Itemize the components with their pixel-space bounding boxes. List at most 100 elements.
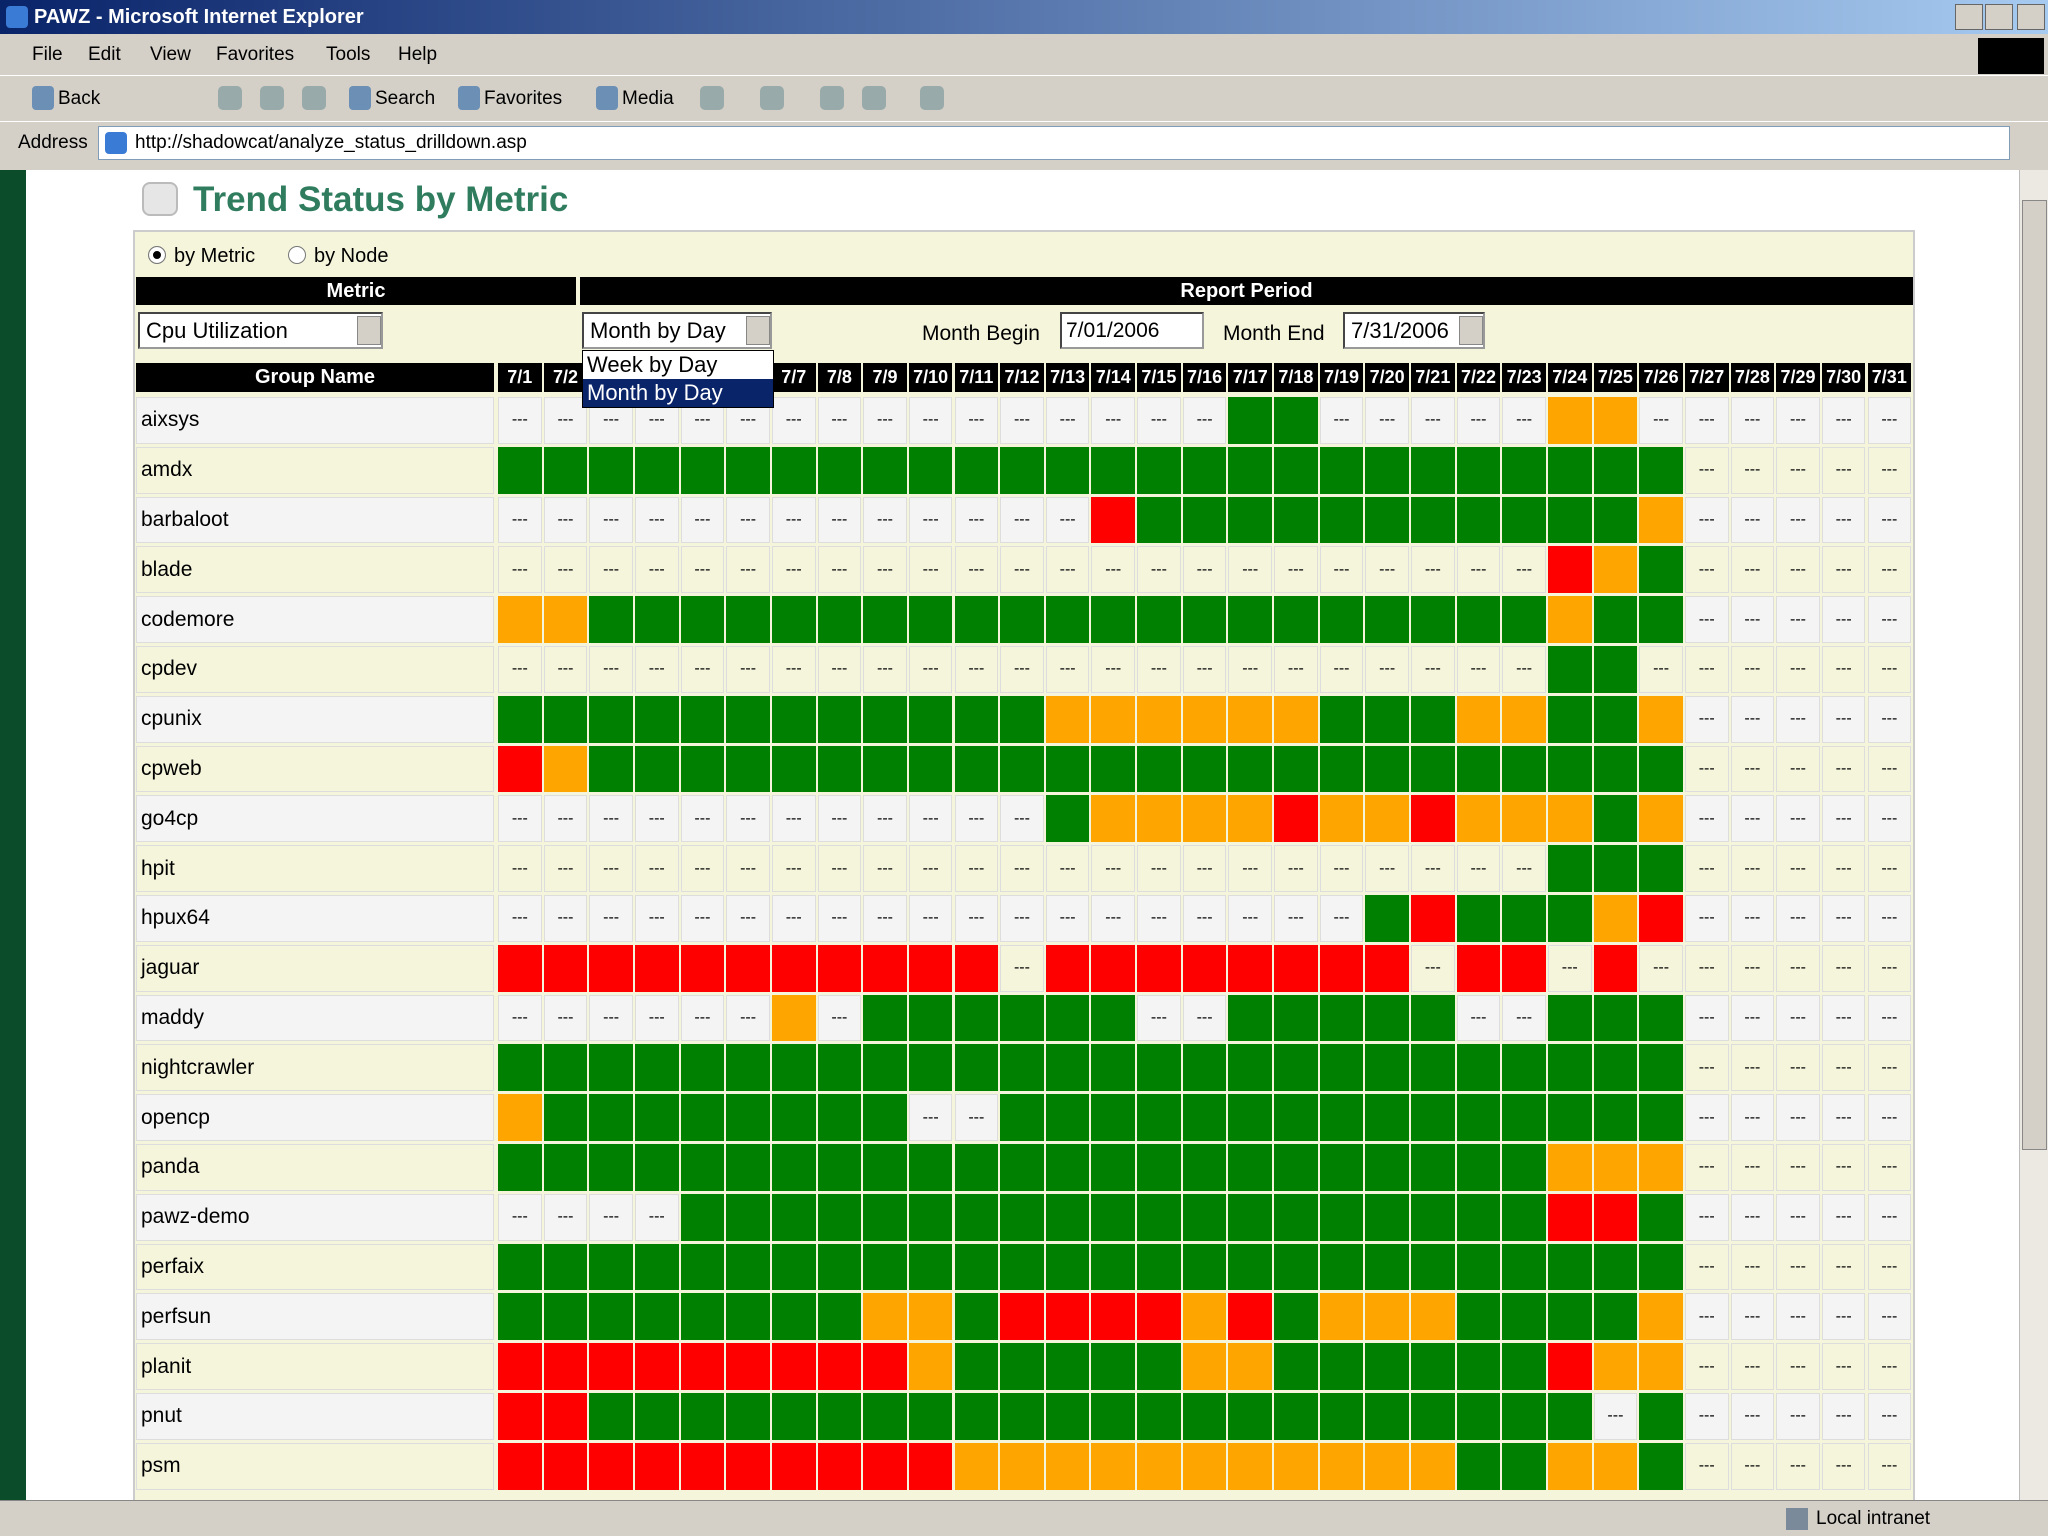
status-cell[interactable] — [1091, 1293, 1136, 1341]
status-cell[interactable] — [1365, 994, 1409, 1042]
status-cell[interactable] — [1091, 1193, 1136, 1241]
status-cell[interactable] — [1182, 944, 1227, 992]
status-cell[interactable] — [726, 1442, 770, 1490]
status-cell[interactable] — [726, 1193, 770, 1241]
status-cell[interactable] — [1137, 596, 1181, 643]
status-cell[interactable] — [954, 1343, 999, 1390]
menu-item[interactable]: Favorites — [216, 44, 295, 65]
status-cell[interactable] — [1000, 596, 1044, 643]
status-cell[interactable] — [954, 994, 999, 1042]
status-cell[interactable] — [1593, 446, 1638, 494]
status-cell[interactable] — [1045, 1293, 1090, 1341]
status-cell[interactable] — [1137, 446, 1181, 494]
status-cell[interactable] — [1228, 1293, 1273, 1341]
status-cell[interactable] — [726, 944, 770, 992]
status-cell[interactable] — [1593, 1094, 1638, 1141]
status-cell[interactable] — [1411, 596, 1455, 643]
status-cell[interactable] — [1639, 546, 1683, 594]
status-cell[interactable] — [498, 1293, 542, 1341]
status-cell[interactable] — [1000, 1442, 1044, 1490]
status-cell[interactable] — [1456, 1044, 1501, 1092]
group-name[interactable]: opencp — [136, 1094, 494, 1141]
status-cell[interactable] — [1000, 1243, 1044, 1291]
group-name[interactable]: pawz-demo — [136, 1193, 494, 1241]
status-cell[interactable] — [1274, 1193, 1318, 1241]
toolbar-icon[interactable] — [302, 86, 326, 110]
status-cell[interactable] — [1000, 1044, 1044, 1092]
radio-button[interactable] — [148, 246, 166, 264]
status-cell[interactable] — [1502, 496, 1546, 544]
status-cell[interactable] — [1456, 1442, 1501, 1490]
status-cell[interactable] — [634, 1094, 679, 1141]
status-cell[interactable] — [1411, 1193, 1455, 1241]
toolbar-button[interactable]: Media — [622, 88, 674, 109]
status-cell[interactable] — [817, 1343, 862, 1390]
status-cell[interactable] — [1639, 1193, 1683, 1241]
status-cell[interactable] — [1593, 994, 1638, 1042]
status-cell[interactable] — [589, 1293, 633, 1341]
status-cell[interactable] — [1000, 446, 1044, 494]
end-select[interactable]: 7/31/2006 — [1343, 312, 1485, 349]
status-cell[interactable] — [1091, 795, 1136, 843]
status-cell[interactable] — [1319, 1393, 1364, 1440]
group-name[interactable]: hpit — [136, 845, 494, 892]
status-cell[interactable] — [1411, 1343, 1455, 1390]
group-name[interactable]: cpunix — [136, 695, 494, 743]
status-cell[interactable] — [1411, 1243, 1455, 1291]
group-name[interactable]: planit — [136, 1343, 494, 1390]
status-cell[interactable] — [498, 1393, 542, 1440]
status-cell[interactable] — [1456, 1193, 1501, 1241]
toolbar-icon[interactable] — [700, 86, 724, 110]
status-cell[interactable] — [863, 944, 907, 992]
status-cell[interactable] — [1502, 1094, 1546, 1141]
toolbar-icon[interactable] — [218, 86, 242, 110]
status-cell[interactable] — [680, 1243, 725, 1291]
status-cell[interactable] — [1182, 1193, 1227, 1241]
group-name[interactable]: barbaloot — [136, 496, 494, 544]
status-cell[interactable] — [1182, 1094, 1227, 1141]
status-cell[interactable] — [817, 1144, 862, 1191]
toolbar-icon[interactable] — [596, 86, 618, 110]
status-cell[interactable] — [543, 1393, 588, 1440]
status-cell[interactable] — [1228, 397, 1273, 444]
status-cell[interactable] — [1456, 895, 1501, 942]
status-cell[interactable] — [817, 1442, 862, 1490]
status-cell[interactable] — [1091, 496, 1136, 544]
status-cell[interactable] — [771, 1393, 816, 1440]
group-name[interactable]: panda — [136, 1144, 494, 1191]
status-cell[interactable] — [1593, 1193, 1638, 1241]
status-cell[interactable] — [1045, 596, 1090, 643]
toolbar-icon[interactable] — [349, 86, 371, 110]
status-cell[interactable] — [1411, 1393, 1455, 1440]
status-cell[interactable] — [1045, 1393, 1090, 1440]
status-cell[interactable] — [863, 446, 907, 494]
status-cell[interactable] — [1319, 1044, 1364, 1092]
status-cell[interactable] — [1547, 496, 1592, 544]
toolbar-icon[interactable] — [260, 86, 284, 110]
status-cell[interactable] — [863, 1243, 907, 1291]
status-cell[interactable] — [1091, 1044, 1136, 1092]
dropdown-arrow[interactable] — [746, 316, 770, 345]
toolbar-icon[interactable] — [820, 86, 844, 110]
status-cell[interactable] — [1274, 1393, 1318, 1440]
status-cell[interactable] — [863, 1293, 907, 1341]
status-cell[interactable] — [1593, 646, 1638, 693]
status-cell[interactable] — [726, 745, 770, 793]
status-cell[interactable] — [1045, 446, 1090, 494]
group-name[interactable]: cpdev — [136, 646, 494, 693]
status-cell[interactable] — [1045, 944, 1090, 992]
status-cell[interactable] — [1319, 1144, 1364, 1191]
status-cell[interactable] — [908, 1044, 953, 1092]
maximize-button[interactable] — [1985, 4, 2013, 30]
status-cell[interactable] — [1137, 1343, 1181, 1390]
status-cell[interactable] — [498, 1044, 542, 1092]
status-cell[interactable] — [1091, 1094, 1136, 1141]
status-cell[interactable] — [908, 994, 953, 1042]
status-cell[interactable] — [1000, 745, 1044, 793]
status-cell[interactable] — [1045, 1094, 1090, 1141]
status-cell[interactable] — [1137, 1144, 1181, 1191]
status-cell[interactable] — [908, 1442, 953, 1490]
status-cell[interactable] — [1456, 1293, 1501, 1341]
status-cell[interactable] — [1365, 1193, 1409, 1241]
status-cell[interactable] — [863, 596, 907, 643]
